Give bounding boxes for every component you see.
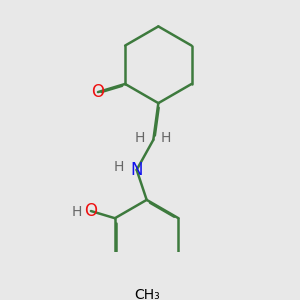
Text: O: O	[84, 202, 98, 220]
Text: H: H	[161, 131, 171, 145]
Text: H: H	[72, 205, 82, 219]
Text: H: H	[134, 131, 145, 145]
Text: O: O	[92, 83, 104, 101]
Text: H: H	[114, 160, 124, 174]
Text: N: N	[130, 161, 143, 179]
Text: CH₃: CH₃	[134, 288, 160, 300]
